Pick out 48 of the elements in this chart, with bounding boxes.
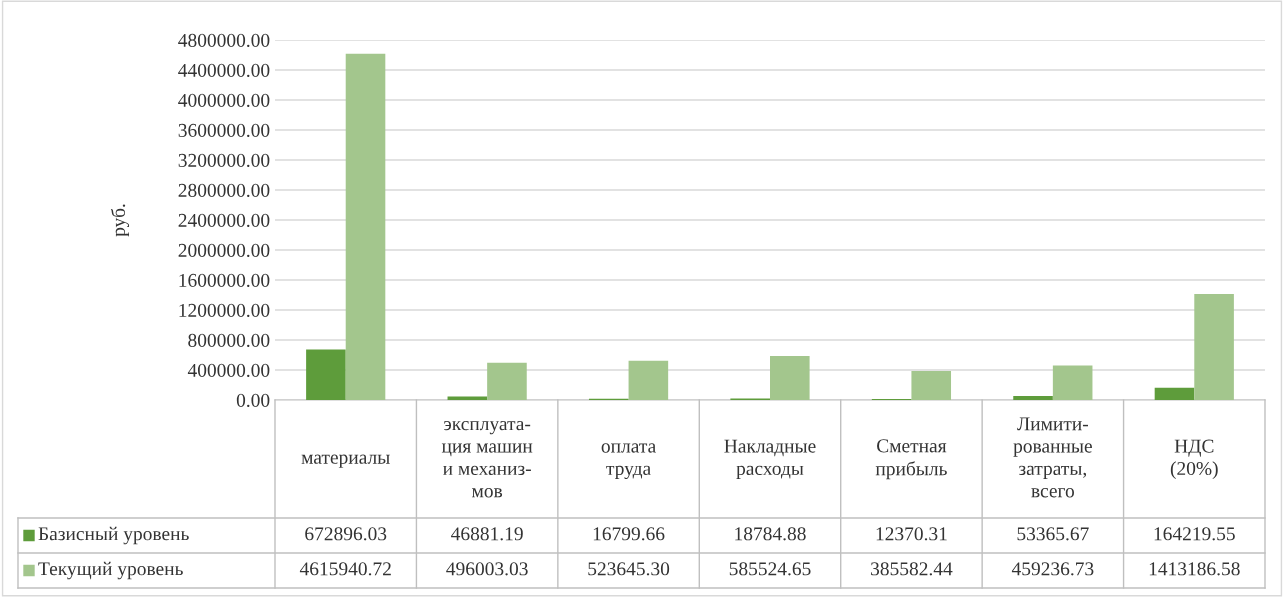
x-tick-label: Накладные расходы bbox=[724, 439, 816, 479]
data-label: 164219.55 bbox=[1154, 527, 1235, 541]
data-label: 16799.66 bbox=[593, 527, 665, 541]
data-label: 18784.88 bbox=[735, 527, 806, 541]
bar bbox=[1052, 365, 1093, 400]
y-tick-label: 2800000.00 bbox=[178, 183, 270, 198]
y-tick-label: 4400000.00 bbox=[178, 63, 270, 78]
y-tick-label: 4000000.00 bbox=[178, 93, 270, 108]
bar bbox=[447, 396, 488, 400]
x-tick-label: эксплуата- ция машин и механиз- мов bbox=[441, 420, 533, 498]
x-tick-label: Сметная прибыль bbox=[875, 439, 947, 480]
bar bbox=[306, 349, 346, 400]
y-tick-label: 3600000.00 bbox=[178, 123, 270, 138]
x-tick-label: оплата труда bbox=[601, 443, 656, 480]
data-label: 53365.67 bbox=[1017, 527, 1089, 541]
bar bbox=[628, 360, 669, 400]
y-tick-label: 4800000.00 bbox=[178, 33, 270, 48]
x-tick-label: Лимити- рованные затраты, всего bbox=[1013, 417, 1092, 498]
y-tick-label: 2000000.00 bbox=[178, 243, 270, 258]
x-tick-label: материалы bbox=[301, 454, 390, 468]
data-label: 672896.03 bbox=[305, 527, 387, 541]
y-tick-label: 3200000.00 bbox=[178, 153, 270, 168]
data-label: 523645.30 bbox=[588, 562, 670, 576]
bar bbox=[1154, 387, 1195, 400]
data-label: 4615940.72 bbox=[299, 562, 391, 576]
bar bbox=[345, 53, 386, 400]
y-tick-label: 1600000.00 bbox=[179, 273, 270, 288]
y-axis-title: руб. bbox=[110, 204, 130, 237]
x-tick-label: НДС (20%) bbox=[1170, 439, 1218, 479]
bar bbox=[770, 356, 810, 400]
data-label: 385582.44 bbox=[871, 562, 953, 576]
legend-label: Базисный уровень bbox=[38, 526, 189, 545]
bar bbox=[1194, 294, 1234, 400]
y-tick-label: 1200000.00 bbox=[179, 303, 270, 318]
legend-label: Текущий уровень bbox=[38, 561, 183, 580]
y-tick-label: 2400000.00 bbox=[178, 213, 270, 228]
y-tick-label: 800000.00 bbox=[188, 333, 270, 348]
y-tick-label: 400000.00 bbox=[187, 363, 270, 378]
bar bbox=[487, 362, 527, 400]
data-label: 1413186.58 bbox=[1149, 562, 1240, 576]
data-label: 46881.19 bbox=[451, 527, 523, 541]
data-label: 496003.03 bbox=[446, 562, 528, 576]
bar bbox=[911, 371, 952, 400]
data-label: 459236.73 bbox=[1011, 562, 1094, 576]
data-label: 12370.31 bbox=[876, 527, 947, 541]
y-tick-label: 0.00 bbox=[236, 393, 270, 408]
data-label: 585524.65 bbox=[729, 562, 811, 576]
bar bbox=[1013, 396, 1053, 400]
